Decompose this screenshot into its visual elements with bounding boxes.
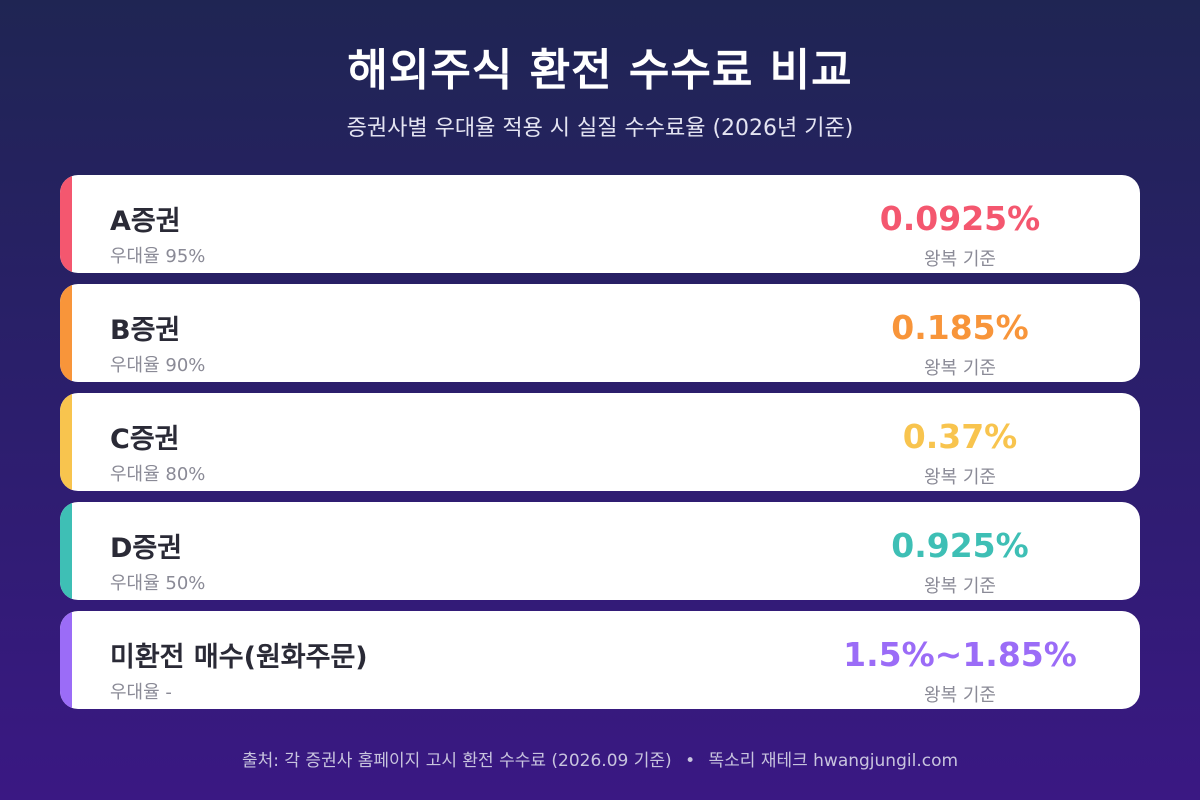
page-subtitle: 증권사별 우대율 적용 시 실질 수수료율 (2026년 기준) xyxy=(346,116,854,141)
broker-name: 미환전 매수(원화주문) xyxy=(110,642,368,673)
discount-rate: 우대율 - xyxy=(110,682,172,703)
fee-rate: 0.0925% xyxy=(879,199,1041,238)
fee-rate: 0.925% xyxy=(891,526,1029,565)
fee-basis: 왕복 기준 xyxy=(924,467,996,488)
footer: 출처: 각 증권사 홈페이지 고시 환전 수수료 (2026.09 기준) • … xyxy=(0,746,1200,771)
brand-credit: 똑소리 재테크 hwangjungil.com xyxy=(708,751,959,771)
broker-name: D증권 xyxy=(110,533,183,564)
card-krw-order: 미환전 매수(원화주문) 우대율 - 1.5%~1.85% 왕복 기준 xyxy=(60,611,1140,709)
card-d-securities: D증권 우대율 50% 0.925% 왕복 기준 xyxy=(60,502,1140,600)
page-title: 해외주식 환전 수수료 비교 xyxy=(347,45,853,96)
fee-rate: 1.5%~1.85% xyxy=(843,635,1077,674)
card-accent-bar xyxy=(60,502,72,600)
card-b-securities: B증권 우대율 90% 0.185% 왕복 기준 xyxy=(60,284,1140,382)
footer-separator: • xyxy=(685,751,696,771)
card-accent-bar xyxy=(60,175,72,273)
source-note: 출처: 각 증권사 홈페이지 고시 환전 수수료 (2026.09 기준) xyxy=(241,751,672,771)
card-c-securities: C증권 우대율 80% 0.37% 왕복 기준 xyxy=(60,393,1140,491)
discount-rate: 우대율 90% xyxy=(110,355,206,376)
broker-name: A증권 xyxy=(110,206,181,237)
discount-rate: 우대율 95% xyxy=(110,246,206,267)
fee-basis: 왕복 기준 xyxy=(924,685,996,706)
broker-name: C증권 xyxy=(110,424,180,455)
fee-basis: 왕복 기준 xyxy=(924,358,996,379)
card-a-securities: A증권 우대율 95% 0.0925% 왕복 기준 xyxy=(60,175,1140,273)
fee-rate: 0.185% xyxy=(891,308,1029,347)
broker-name: B증권 xyxy=(110,315,181,346)
card-accent-bar xyxy=(60,284,72,382)
discount-rate: 우대율 80% xyxy=(110,464,206,485)
fee-rate: 0.37% xyxy=(902,417,1018,456)
discount-rate: 우대율 50% xyxy=(110,573,206,594)
card-accent-bar xyxy=(60,393,72,491)
comparison-list: A증권 우대율 95% 0.0925% 왕복 기준 B증권 우대율 90% 0.… xyxy=(60,175,1140,720)
card-accent-bar xyxy=(60,611,72,709)
fee-basis: 왕복 기준 xyxy=(924,576,996,597)
fee-basis: 왕복 기준 xyxy=(924,249,996,270)
